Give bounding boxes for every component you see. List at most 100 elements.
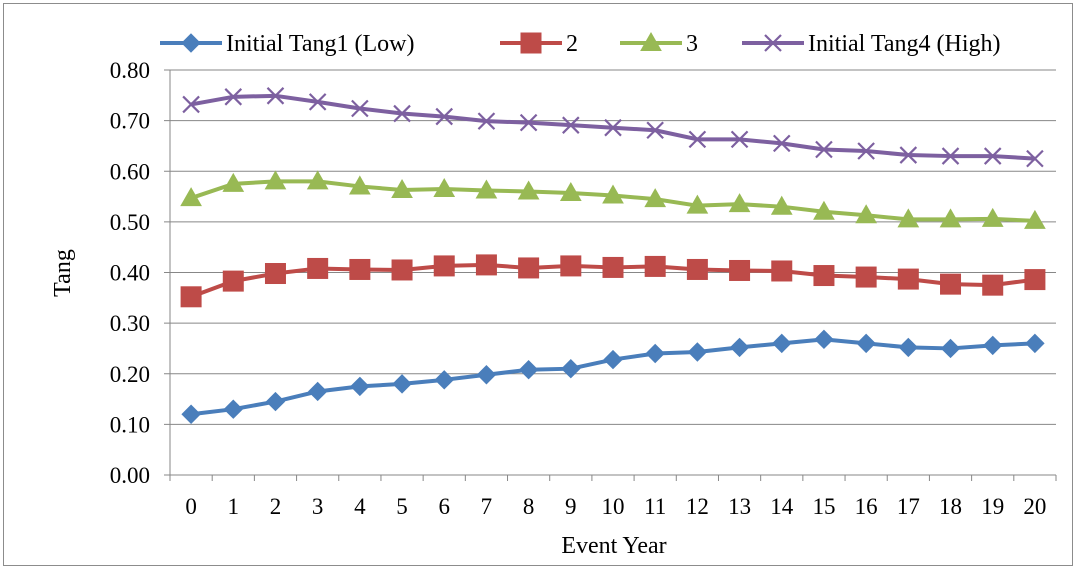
data-point	[1025, 333, 1045, 354]
data-point	[391, 178, 413, 198]
y-tick-label: 0.50	[110, 210, 150, 235]
x-tick-label: 8	[523, 494, 535, 519]
legend-marker	[764, 34, 782, 52]
plot-area	[180, 87, 1046, 424]
chart-frame	[3, 3, 1073, 566]
data-point	[897, 268, 919, 290]
data-point	[813, 265, 835, 287]
x-tick-labels: 0 1 2 3 4 5 6 7 8 9 10 11 12 13 14 15 16 17 18 19 20	[185, 494, 1046, 519]
data-point	[728, 193, 751, 213]
x-tick-label: 17	[897, 494, 920, 519]
y-tick-label: 0.00	[110, 463, 150, 488]
data-point	[223, 399, 243, 419]
data-point	[602, 184, 624, 204]
data-point	[475, 254, 497, 276]
x-tick-label: 13	[728, 494, 751, 519]
data-point	[518, 257, 540, 279]
data-point	[604, 118, 622, 137]
data-point	[687, 342, 708, 362]
data-point	[814, 329, 834, 350]
x-axis-label: Event Year	[561, 533, 666, 559]
data-point	[729, 259, 751, 281]
x-tick-label: 5	[396, 494, 408, 519]
data-point	[433, 255, 455, 277]
data-point	[603, 349, 623, 370]
x-tick-label: 19	[981, 494, 1004, 519]
legend-label: 2	[566, 31, 578, 57]
legend-item-1: Initial Tang1 (Low)	[160, 31, 415, 57]
data-point	[940, 338, 961, 359]
grid-lines	[170, 69, 1056, 425]
data-point	[644, 188, 667, 208]
data-point	[182, 95, 200, 114]
data-point	[348, 175, 371, 195]
legend-label: Initial Tang4 (High)	[808, 31, 1001, 57]
x-tick-label: 11	[644, 494, 666, 519]
data-point	[434, 370, 454, 390]
data-point	[519, 113, 538, 132]
legend-item-4: Initial Tang4 (High)	[742, 31, 1001, 57]
y-tick-label: 0.40	[110, 261, 150, 286]
x-tick-label: 6	[438, 494, 450, 519]
data-point	[561, 358, 581, 379]
legend-marker	[181, 33, 201, 53]
x-tick-label: 0	[185, 494, 197, 519]
data-point	[644, 255, 666, 277]
data-point	[939, 208, 962, 228]
data-point	[772, 333, 792, 354]
y-tick-label: 0.80	[110, 58, 150, 83]
data-point	[351, 99, 369, 118]
data-point	[392, 374, 412, 394]
data-point	[1024, 209, 1046, 229]
series-2	[180, 254, 1046, 308]
data-point	[435, 107, 454, 126]
series-1	[181, 329, 1045, 424]
data-point	[645, 343, 665, 364]
data-point	[983, 335, 1003, 356]
data-point	[180, 286, 202, 308]
data-point	[224, 88, 243, 106]
data-point	[855, 266, 877, 288]
data-point	[646, 121, 664, 140]
y-tick-label: 0.20	[110, 362, 150, 387]
data-point	[393, 104, 411, 123]
data-point	[517, 180, 540, 200]
data-point	[350, 376, 370, 397]
data-point	[265, 391, 286, 412]
x-tick-label: 20	[1023, 494, 1046, 519]
data-point	[857, 142, 875, 160]
data-point	[686, 258, 708, 280]
y-tick-label: 0.70	[110, 109, 150, 134]
data-point	[349, 258, 371, 280]
data-point	[730, 130, 749, 149]
legend-marker	[520, 32, 542, 54]
data-point	[686, 194, 709, 214]
x-tick-label: 16	[855, 494, 878, 519]
y-tick-labels: 0.00 0.10 0.20 0.30 0.40 0.50 0.60 0.70 0.80	[110, 58, 150, 488]
series-4	[182, 87, 1044, 168]
data-point	[308, 93, 327, 111]
data-point	[562, 116, 580, 134]
x-tick-label: 7	[481, 494, 493, 519]
data-point	[899, 146, 918, 164]
data-point	[771, 260, 793, 282]
data-point	[433, 177, 456, 197]
y-tick-label: 0.60	[110, 159, 150, 184]
data-point	[898, 337, 919, 358]
data-point	[856, 333, 876, 354]
data-point	[729, 337, 750, 358]
data-point	[772, 134, 791, 153]
data-point	[222, 270, 244, 292]
data-point	[264, 170, 287, 190]
data-point	[181, 404, 201, 424]
x-tick-label: 12	[686, 494, 709, 519]
data-point	[815, 140, 833, 159]
data-point	[983, 147, 1002, 165]
x-tick-label: 18	[939, 494, 962, 519]
legend: Initial Tang1 (Low) 2 3 Initial Tang4 (High…	[160, 31, 1001, 57]
y-tick-label: 0.10	[110, 412, 150, 437]
data-point	[602, 256, 624, 278]
data-point	[855, 204, 878, 224]
data-point	[264, 263, 286, 285]
x-tick-label: 9	[565, 494, 577, 519]
